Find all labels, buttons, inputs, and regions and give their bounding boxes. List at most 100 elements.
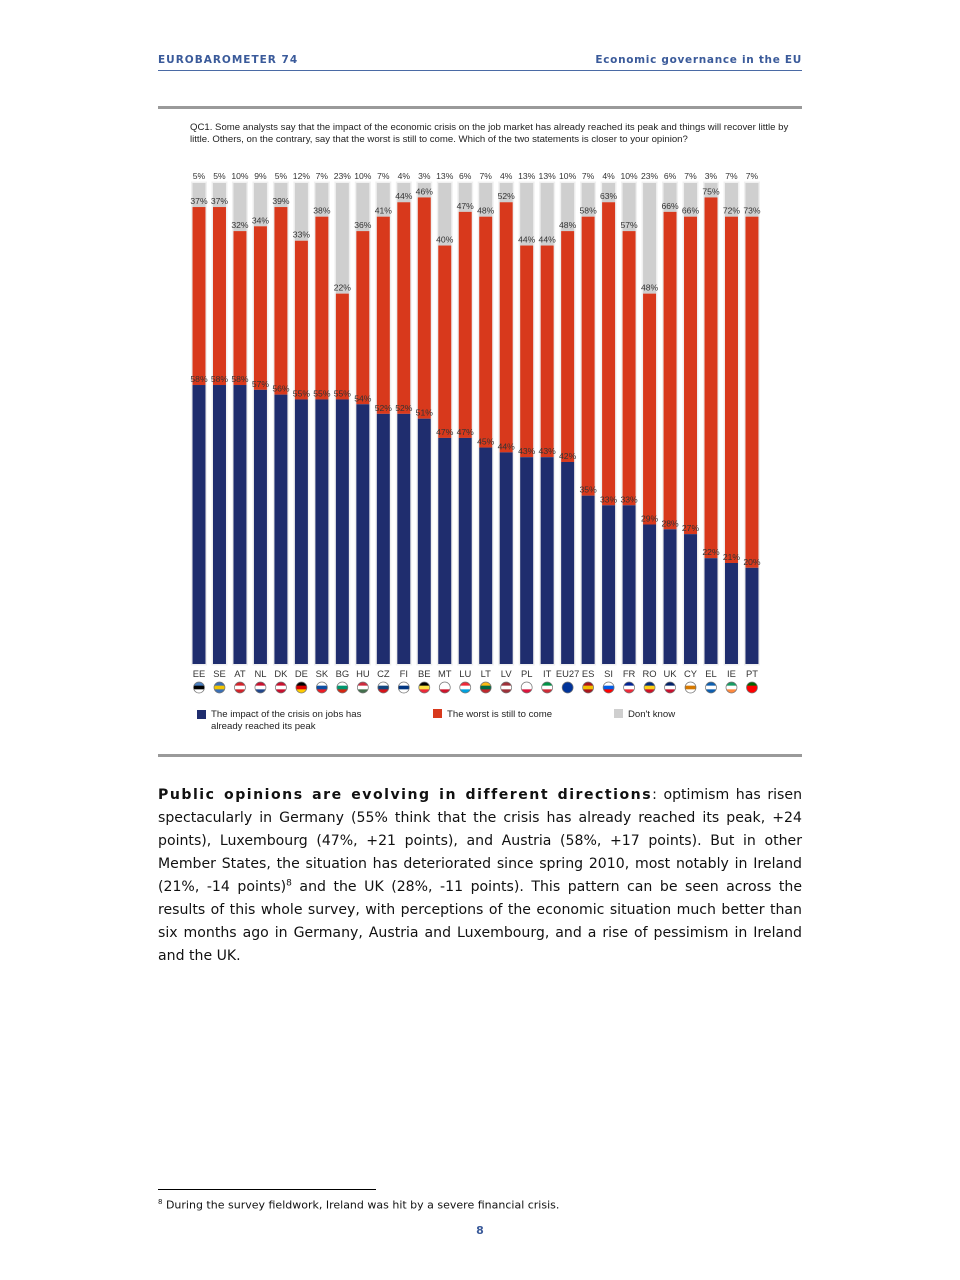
footnote-reference[interactable]: 8 [286, 878, 292, 889]
label-worst-AT: 32% [231, 220, 249, 230]
bar-worst-SE [212, 207, 226, 386]
bar-dontknow-PT [745, 183, 759, 217]
bar-worst-EU27 [561, 231, 575, 462]
bar-dontknow-CY [684, 183, 698, 217]
category-label-IE: IE [727, 668, 736, 679]
bar-worst-NL [253, 226, 267, 390]
label-dontknow-UK: 6% [664, 171, 677, 181]
bar-dontknow-HU [356, 183, 370, 232]
flag-icon-EE [193, 681, 205, 694]
label-worst-SE: 37% [211, 196, 229, 206]
label-peak-IE: 21% [723, 552, 741, 562]
category-label-BE: BE [418, 668, 431, 679]
label-peak-SI: 33% [600, 494, 618, 504]
flag-icon-RO [643, 681, 656, 694]
label-peak-UK: 28% [661, 518, 679, 528]
bar-worst-EE [192, 207, 206, 386]
flag-icon-ES [582, 681, 594, 694]
bar-worst-RO [643, 293, 657, 525]
bar-dontknow-FI [397, 183, 411, 203]
bar-dontknow-EE [192, 183, 206, 208]
label-worst-FR: 57% [620, 220, 638, 230]
label-dontknow-EE: 5% [193, 171, 206, 181]
label-peak-SK: 55% [313, 388, 331, 398]
bar-dontknow-SE [212, 183, 226, 208]
flag-icon-SE [213, 681, 226, 694]
bar-worst-AT [233, 231, 247, 386]
bar-dontknow-DE [294, 183, 308, 241]
label-worst-FI: 44% [395, 191, 413, 201]
label-dontknow-DK: 5% [275, 171, 288, 181]
chart-top-rule [158, 106, 802, 109]
legend-item-dontknow: Don't know [614, 709, 675, 721]
flag-icon-HU [356, 681, 369, 694]
label-dontknow-CY: 7% [684, 171, 697, 181]
stacked-bar-chart: 5% 37% 58% EE 5% 37% 58% SE 10% 32% 58% AT 9% 34% 57% N… [190, 171, 761, 694]
bar-dontknow-DK [274, 183, 288, 208]
bar-dontknow-IT [540, 183, 554, 246]
label-worst-NL: 34% [252, 215, 270, 225]
label-worst-DE: 33% [293, 230, 311, 240]
category-label-BG: BG [336, 668, 350, 679]
category-label-IT: IT [543, 668, 552, 679]
label-dontknow-EU27: 10% [559, 171, 577, 181]
flag-icon-SI [602, 681, 615, 694]
bar-dontknow-LU [458, 183, 472, 212]
label-dontknow-LV: 4% [500, 171, 513, 181]
category-label-LU: LU [459, 668, 471, 679]
label-worst-ES: 58% [580, 206, 598, 216]
bar-worst-FI [397, 202, 411, 414]
label-dontknow-PL: 13% [518, 171, 536, 181]
footnote: 8 During the survey fieldwork, Ireland w… [158, 1198, 802, 1212]
bar-peak-SE [212, 385, 226, 664]
label-peak-MT: 47% [436, 427, 454, 437]
legend-swatch-dontknow [614, 709, 623, 718]
flag-icon-IE [725, 681, 738, 694]
bar-dontknow-CZ [376, 183, 390, 217]
bar-worst-CY [684, 216, 698, 535]
label-worst-LV: 52% [498, 191, 516, 201]
bar-dontknow-BG [335, 183, 349, 294]
bar-dontknow-PL [520, 183, 534, 246]
label-worst-CZ: 41% [375, 206, 393, 216]
category-label-AT: AT [234, 668, 246, 679]
category-label-PL: PL [521, 668, 532, 679]
bar-dontknow-MT [438, 183, 452, 246]
flag-icon-UK [664, 681, 676, 694]
label-peak-ES: 35% [580, 485, 598, 495]
bar-worst-PT [745, 216, 759, 568]
bar-peak-PT [745, 567, 759, 664]
label-worst-SK: 38% [313, 206, 331, 216]
bar-peak-CZ [376, 413, 390, 664]
category-label-LT: LT [481, 668, 492, 679]
bar-peak-EE [192, 385, 206, 664]
bar-worst-PL [520, 245, 534, 458]
flag-icon-DE [295, 681, 308, 694]
category-label-DE: DE [295, 668, 308, 679]
body-lead: Public opinions are evolving in differen… [158, 787, 653, 803]
bar-peak-NL [253, 389, 267, 664]
bar-dontknow-LV [499, 183, 513, 203]
header-section: Economic governance in the EU [595, 54, 802, 66]
label-dontknow-EL: 3% [705, 171, 718, 181]
category-label-RO: RO [643, 668, 657, 679]
label-dontknow-NL: 9% [254, 171, 267, 181]
label-worst-RO: 48% [641, 283, 659, 293]
legend-swatch-worst [433, 709, 442, 718]
label-worst-BE: 46% [416, 186, 434, 196]
bar-worst-CZ [376, 216, 390, 414]
label-peak-CY: 27% [682, 523, 700, 533]
legend-swatch-peak [197, 710, 206, 719]
label-dontknow-MT: 13% [436, 171, 454, 181]
bar-worst-IE [724, 216, 738, 563]
bar-peak-EU27 [561, 461, 575, 664]
chart-question: QC1. Some analysts say that the impact o… [190, 122, 789, 145]
label-peak-AT: 58% [231, 374, 249, 384]
bar-worst-FR [622, 231, 636, 506]
flag-icon-FI [397, 681, 410, 694]
bar-dontknow-BE [417, 183, 431, 198]
bar-peak-PL [520, 457, 534, 664]
flag-icon-LT [479, 681, 492, 694]
label-worst-HU: 36% [354, 220, 372, 230]
bar-dontknow-RO [643, 183, 657, 294]
